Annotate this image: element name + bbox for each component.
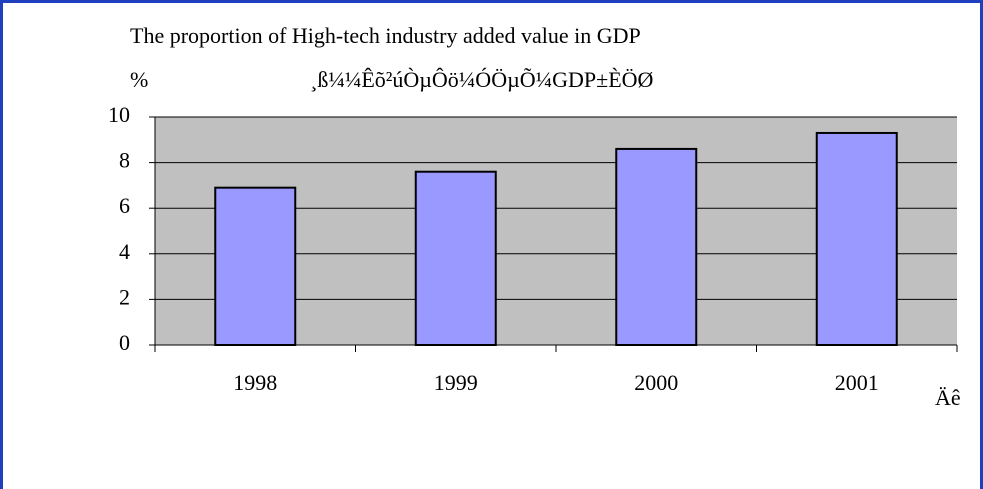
chart-subtitle: ¸ß¼¼Êõ²úÒµÔö¼ÓÖµÕ¼GDP±ÈÖØ xyxy=(310,67,653,92)
x-tick-label: 1998 xyxy=(233,370,277,395)
y-axis-label: % xyxy=(130,67,148,92)
bar xyxy=(815,131,898,346)
x-tick-label: 1999 xyxy=(434,370,478,395)
bar xyxy=(414,170,497,346)
y-tick-label: 0 xyxy=(119,330,130,355)
x-tick-label: 2000 xyxy=(634,370,678,395)
chart-title: The proportion of High-tech industry add… xyxy=(130,23,641,48)
bar xyxy=(615,147,698,346)
y-tick-label: 6 xyxy=(119,193,130,218)
y-tick-label: 2 xyxy=(119,284,130,309)
bar xyxy=(214,186,297,346)
y-tick-label: 10 xyxy=(108,102,130,127)
x-tick-label: 2001 xyxy=(835,370,879,395)
y-tick-label: 8 xyxy=(119,148,130,173)
y-tick-label: 4 xyxy=(119,239,130,264)
x-axis-label: Äê xyxy=(935,385,961,410)
